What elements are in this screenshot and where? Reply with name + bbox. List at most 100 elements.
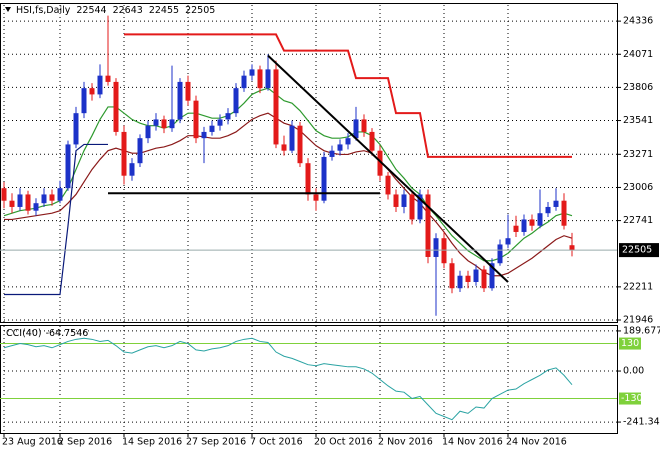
x-tick-label: 14 Nov 2016 [442,437,503,448]
candle-body [545,206,551,214]
y-tick-label: 23006 [623,182,653,193]
candle-body [353,119,359,139]
title-open: 22544 [76,5,106,16]
y-tick-label: 21946 [623,314,653,325]
candle-body [377,150,383,176]
y-tick-label: 23541 [623,115,653,126]
level-label: 130 [621,338,639,349]
candle-body [25,194,31,211]
candle-body [33,203,39,211]
candle-body [553,200,559,207]
candle-body [57,188,63,201]
candle-body [457,275,463,289]
candle-body [289,125,295,151]
candle-body [281,144,287,151]
cci-panel-frame [0,325,618,434]
x-tick-label: 27 Sep 2016 [186,437,246,448]
candle-body [249,69,255,76]
candle-body [569,245,575,251]
main-panel-frame [0,3,618,323]
title-close: 22505 [185,5,215,16]
candle-body [233,88,239,114]
level-box [619,392,641,405]
indicator-title: CCI(40) -64.7546 [6,328,88,339]
candle-body [433,238,439,257]
candle-body [185,81,191,101]
y-tick-label: -241.348 [623,417,660,428]
candle-body [241,75,247,89]
candle-body [169,119,175,129]
candle-body [465,275,471,282]
candle-body [425,194,431,257]
candle-body [217,119,223,126]
candle-body [537,213,543,226]
title-high: 22643 [113,5,143,16]
x-tick-label: 2 Sep 2016 [58,437,112,448]
level-label: -130 [621,393,643,404]
indicator-line [3,87,573,262]
candle-body [337,144,343,151]
candle-body [225,113,231,120]
level-box [619,337,641,350]
candle-body [417,194,423,220]
indicator-line [3,337,573,421]
candle-body [561,200,567,226]
panel-icon [5,7,11,12]
candle-body [129,163,135,176]
indicator-line [4,143,108,296]
candle-body [529,219,535,226]
candle-body [1,188,7,201]
candle-body [385,175,391,195]
candle-body [513,225,519,232]
candle-body [321,156,327,201]
candle-body [9,200,15,207]
title-low: 22455 [149,5,179,16]
x-tick-label: 20 Oct 2016 [314,437,373,448]
indicator-value: -64.7546 [46,328,89,339]
y-tick-label: 23806 [623,82,653,93]
candle-body [17,194,23,207]
candle-body [497,244,503,264]
candle-body [273,69,279,145]
candle-body [161,119,167,129]
candle-body [81,88,87,114]
candle-body [361,119,367,132]
candle-body [489,263,495,289]
candle-body [297,125,303,164]
candle-body [41,194,47,204]
candle-body [505,238,511,245]
candle-body [401,194,407,207]
candle-body [145,125,151,139]
candle-body [393,194,399,207]
x-tick-label: 2 Nov 2016 [378,437,433,448]
candle-body [193,100,199,139]
y-tick-label: 189.6779 [623,325,660,336]
trendline [267,54,509,283]
candle-body [137,138,143,164]
x-tick-label: 24 Nov 2016 [506,437,567,448]
last-price-box [619,243,659,258]
candle-body [153,119,159,126]
y-tick-label: 24336 [623,16,653,27]
candle-body [409,194,415,220]
y-tick-label: 22211 [623,281,653,292]
indicator-name: CCI(40) [6,328,42,339]
y-tick-label: 23271 [623,149,653,160]
x-tick-label: 7 Oct 2016 [250,437,303,448]
candle-body [329,150,335,157]
candle-body [369,131,375,151]
candle-body [201,131,207,139]
y-tick-label: 22741 [623,215,653,226]
title-symbol: HSI,fs,Daily [16,5,71,16]
candle-body [521,219,527,232]
candle-body [441,238,447,264]
candle-body [481,269,487,289]
chart-title: HSI,fs,Daily 22544 22643 22455 22505 [16,5,215,16]
candle-body [49,194,55,201]
candle-body [105,75,111,82]
candle-body [89,88,95,95]
candle-body [473,269,479,282]
indicator-line [4,112,573,277]
candle-body [449,263,455,289]
